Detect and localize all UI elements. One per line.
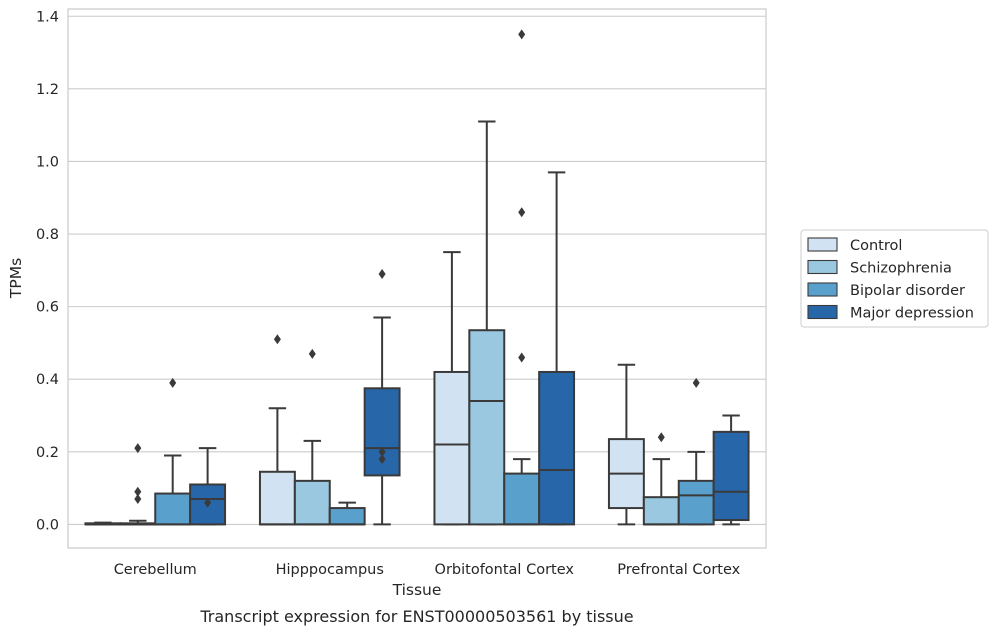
outlier-marker: [657, 432, 665, 443]
iqr-box: [293, 479, 331, 526]
y-gridlines: [68, 15, 766, 525]
box-group: [538, 171, 576, 526]
x-tick-label: Cerebellum: [114, 562, 197, 578]
legend-label: Control: [850, 238, 902, 254]
outlier-marker: [204, 497, 212, 508]
iqr-box: [468, 329, 506, 526]
outlier-marker: [518, 207, 526, 218]
x-axis-title: Tissue: [392, 581, 442, 599]
box-group: [293, 348, 331, 526]
legend-label: Major depression: [850, 306, 974, 322]
iqr-box: [433, 370, 471, 526]
x-axis-ticks: Cerebellum Hipppocampus Orbitofontal Corte…: [114, 562, 741, 578]
legend-swatch: [807, 304, 838, 320]
box-group: [642, 432, 680, 526]
box-group: [189, 447, 227, 526]
plot-frame: [67, 8, 767, 549]
outlier-marker: [378, 446, 386, 457]
box-group: [433, 251, 471, 526]
legend-swatch: [807, 282, 838, 297]
box-group: [363, 268, 401, 526]
legend: Control Schizophrenia Bipolar disorder Majo…: [800, 229, 989, 328]
iqr-box: [258, 470, 296, 526]
outlier-marker: [518, 352, 526, 363]
legend-swatch: [807, 237, 838, 252]
box-group: [677, 377, 715, 526]
box-group: [607, 363, 645, 526]
outlier-marker: [308, 348, 316, 359]
box-group: [712, 414, 750, 526]
y-tick-label: 0.8: [36, 227, 59, 243]
chart-caption: Transcript expression for ENST0000050356…: [199, 607, 633, 626]
outlier-marker: [273, 334, 281, 345]
y-axis-ticks: 0.0 0.2 0.4 0.6 0.8 1.0 1.2 1.4: [36, 9, 59, 533]
outlier-marker: [378, 268, 386, 279]
x-tick-label: Orbitofontal Cortex: [435, 562, 575, 578]
iqr-box: [712, 430, 750, 522]
box-group: [119, 443, 157, 526]
outlier-marker: [134, 443, 142, 454]
iqr-box: [328, 507, 366, 526]
legend-label: Schizophrenia: [850, 261, 952, 277]
box-group: [468, 120, 506, 526]
outlier-marker: [378, 454, 386, 465]
y-tick-label: 0.2: [36, 445, 59, 461]
box-group: [154, 377, 192, 526]
outlier-marker: [169, 377, 177, 388]
legend-frame: [800, 229, 989, 328]
y-tick-label: 0.6: [36, 300, 59, 316]
x-tick-label: Hipppocampus: [276, 562, 384, 578]
iqr-box: [642, 496, 680, 526]
iqr-box: [189, 483, 227, 526]
y-tick-label: 1.4: [36, 9, 59, 25]
box-group: [258, 334, 296, 526]
plot-area-boxes: [84, 29, 750, 526]
legend-swatch: [807, 259, 838, 275]
outlier-marker: [134, 486, 142, 497]
iqr-box: [154, 492, 192, 526]
box-group: [84, 521, 122, 526]
iqr-box: [538, 370, 576, 526]
y-tick-label: 1.0: [36, 154, 59, 170]
outlier-marker: [518, 29, 526, 40]
outlier-marker: [134, 494, 142, 504]
box-group: [503, 29, 541, 526]
y-tick-label: 1.2: [36, 82, 59, 98]
iqr-box: [503, 472, 541, 526]
x-tick-label: Prefrontal Cortex: [617, 562, 740, 578]
legend-label: Bipolar disorder: [850, 283, 965, 299]
iqr-box: [677, 479, 715, 526]
box-group: [328, 501, 366, 526]
y-axis-title: TPMs: [7, 258, 25, 299]
y-tick-label: 0.4: [36, 372, 59, 388]
outlier-marker: [692, 377, 700, 388]
y-tick-label: 0.0: [36, 517, 59, 533]
